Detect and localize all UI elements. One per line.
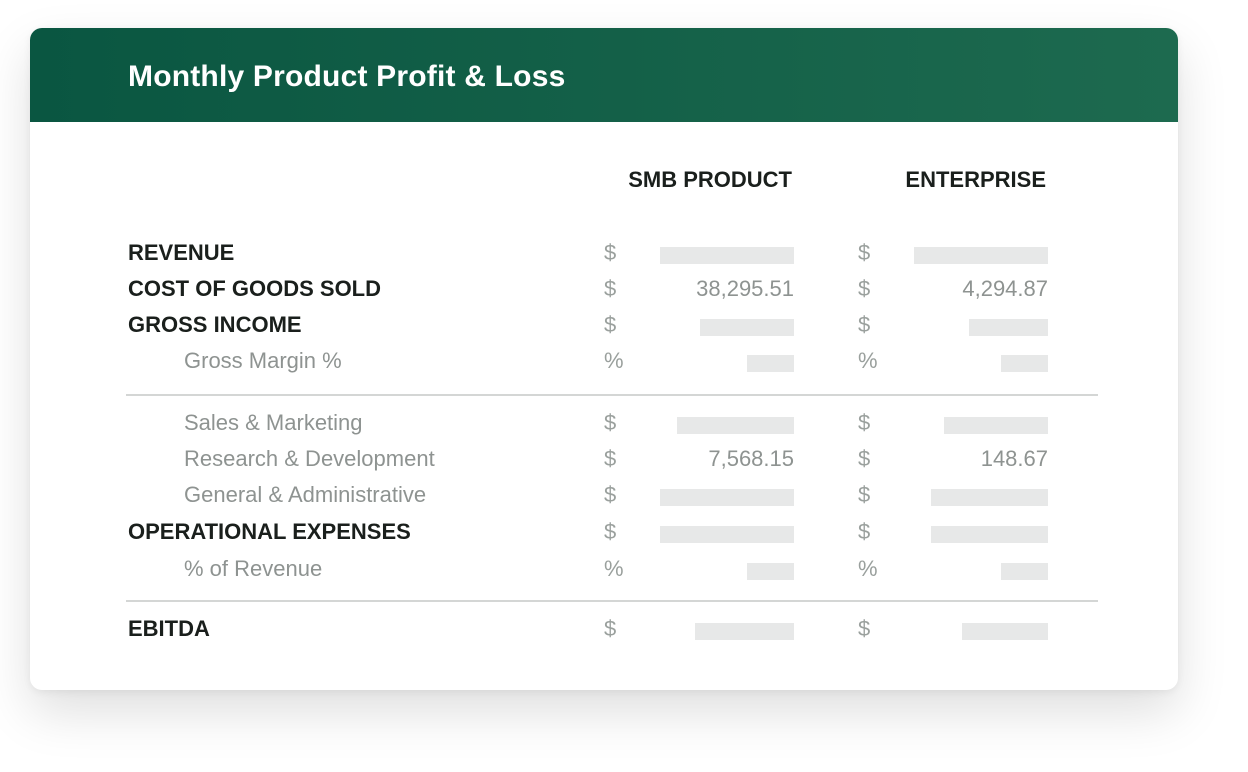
row-operational-expenses: OPERATIONAL EXPENSES $ $ bbox=[30, 517, 1178, 547]
row-label: GROSS INCOME bbox=[128, 312, 302, 337]
row-label: REVENUE bbox=[128, 240, 235, 265]
value-placeholder bbox=[944, 417, 1048, 434]
percent-symbol: % bbox=[858, 348, 878, 373]
row-label: COST OF GOODS SOLD bbox=[128, 276, 382, 301]
section-divider bbox=[126, 394, 1098, 396]
currency-symbol: $ bbox=[858, 482, 871, 507]
value-placeholder bbox=[969, 319, 1048, 336]
value-placeholder bbox=[747, 355, 794, 372]
row-cost-of-goods-sold: COST OF GOODS SOLD $ 38,295.51 $ 4,294.8… bbox=[30, 274, 1178, 304]
currency-symbol: $ bbox=[604, 276, 617, 301]
value-enterprise: 4,294.87 bbox=[962, 276, 1048, 301]
row-revenue: REVENUE $ $ bbox=[30, 238, 1178, 268]
row-general-administrative: General & Administrative $ $ bbox=[30, 480, 1178, 510]
row-gross-income: GROSS INCOME $ $ bbox=[30, 310, 1178, 340]
currency-symbol: $ bbox=[604, 240, 617, 265]
value-placeholder bbox=[931, 489, 1048, 506]
currency-symbol: $ bbox=[604, 312, 617, 337]
row-label: EBITDA bbox=[128, 616, 210, 641]
card-header: Monthly Product Profit & Loss bbox=[30, 28, 1178, 122]
percent-symbol: % bbox=[604, 348, 624, 373]
currency-symbol: $ bbox=[604, 616, 617, 641]
pnl-card: Monthly Product Profit & Loss SMB PRODUC… bbox=[30, 28, 1178, 690]
currency-symbol: $ bbox=[858, 240, 871, 265]
currency-symbol: $ bbox=[858, 312, 871, 337]
value-placeholder bbox=[962, 623, 1048, 640]
currency-symbol: $ bbox=[604, 482, 617, 507]
row-gross-margin: Gross Margin % % % bbox=[30, 346, 1178, 376]
section-divider bbox=[126, 600, 1098, 602]
value-placeholder bbox=[1001, 355, 1048, 372]
row-label: Gross Margin % bbox=[184, 348, 342, 373]
currency-symbol: $ bbox=[858, 276, 871, 301]
value-placeholder bbox=[660, 489, 794, 506]
row-label: OPERATIONAL EXPENSES bbox=[128, 519, 411, 544]
column-header-enterprise: ENTERPRISE bbox=[905, 167, 1046, 192]
column-header-smb-product: SMB PRODUCT bbox=[628, 167, 792, 192]
currency-symbol: $ bbox=[858, 616, 871, 641]
value-placeholder bbox=[700, 319, 794, 336]
value-placeholder bbox=[931, 526, 1048, 543]
currency-symbol: $ bbox=[858, 519, 871, 544]
value-placeholder bbox=[660, 247, 794, 264]
value-placeholder bbox=[1001, 563, 1048, 580]
row-label: Research & Development bbox=[184, 446, 435, 471]
value-placeholder bbox=[695, 623, 794, 640]
value-placeholder bbox=[677, 417, 794, 434]
currency-symbol: $ bbox=[604, 519, 617, 544]
row-research-development: Research & Development $ 7,568.15 $ 148.… bbox=[30, 444, 1178, 474]
row-label: General & Administrative bbox=[184, 482, 427, 507]
value-placeholder bbox=[660, 526, 794, 543]
currency-symbol: $ bbox=[604, 446, 617, 471]
row-percent-of-revenue: % of Revenue % % bbox=[30, 554, 1178, 584]
row-sales-marketing: Sales & Marketing $ $ bbox=[30, 408, 1178, 438]
row-ebitda: EBITDA $ $ bbox=[30, 614, 1178, 644]
row-label: % of Revenue bbox=[184, 556, 323, 581]
value-smb: 7,568.15 bbox=[708, 446, 794, 471]
percent-symbol: % bbox=[858, 556, 878, 581]
value-placeholder bbox=[747, 563, 794, 580]
currency-symbol: $ bbox=[858, 446, 871, 471]
currency-symbol: $ bbox=[604, 410, 617, 435]
row-label: Sales & Marketing bbox=[184, 410, 363, 435]
value-smb: 38,295.51 bbox=[696, 276, 794, 301]
card-title: Monthly Product Profit & Loss bbox=[128, 60, 566, 93]
value-placeholder bbox=[914, 247, 1048, 264]
percent-symbol: % bbox=[604, 556, 624, 581]
currency-symbol: $ bbox=[858, 410, 871, 435]
value-enterprise: 148.67 bbox=[980, 446, 1048, 471]
